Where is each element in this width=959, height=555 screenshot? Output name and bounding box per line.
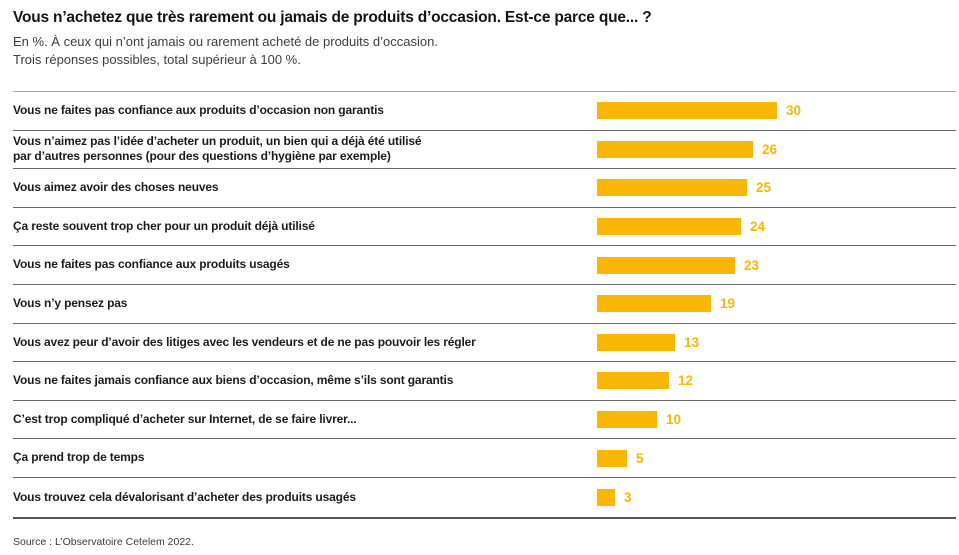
row-label: Vous avez peur d’avoir des litiges avec … xyxy=(13,334,476,349)
bar-value: 24 xyxy=(750,219,766,235)
bar-cell: 13 xyxy=(597,324,956,362)
chart-subtitle-line1: En %. À ceux qui n’ont jamais ou raremen… xyxy=(13,34,438,49)
chart-row: Vous ne faites pas confiance aux produit… xyxy=(13,92,956,131)
row-label: Ça reste souvent trop cher pour un produ… xyxy=(13,218,315,233)
bar-chart: Vous ne faites pas confiance aux produit… xyxy=(13,91,956,519)
bar xyxy=(597,140,753,158)
bar-cell: 26 xyxy=(597,131,956,169)
bar-cell: 24 xyxy=(597,208,956,246)
source-note: Source : L’Observatoire Cetelem 2022. xyxy=(13,535,194,548)
bar-cell: 12 xyxy=(597,362,956,400)
chart-row: Vous aimez avoir des choses neuves 25 xyxy=(13,169,956,208)
bar xyxy=(597,179,747,197)
bar-cell: 30 xyxy=(597,92,956,130)
chart-row: Vous trouvez cela dévalorisant d’acheter… xyxy=(13,478,956,517)
bar xyxy=(597,488,615,506)
chart-row: Vous avez peur d’avoir des litiges avec … xyxy=(13,324,956,363)
bar-value: 25 xyxy=(756,180,772,196)
bar xyxy=(597,333,675,351)
bar xyxy=(597,372,669,390)
bar-cell: 5 xyxy=(597,439,956,477)
row-label: Vous ne faites jamais confiance aux bien… xyxy=(13,373,454,388)
chart-footer: Source : L’Observatoire Cetelem 2022. xyxy=(0,519,959,550)
bar xyxy=(597,295,711,313)
chart-header: Vous n’achetez que très rarement ou jama… xyxy=(0,8,959,68)
chart-title: Vous n’achetez que très rarement ou jama… xyxy=(13,9,652,26)
bar xyxy=(597,102,777,120)
chart-subtitle-line2: Trois réponses possibles, total supérieu… xyxy=(13,51,301,67)
bar-cell: 10 xyxy=(597,401,956,439)
bar-cell: 25 xyxy=(597,169,956,207)
chart-row: Ça prend trop de temps 5 xyxy=(13,439,956,478)
row-label: Vous ne faites pas confiance aux produit… xyxy=(13,103,384,118)
row-label: Vous ne faites pas confiance aux produit… xyxy=(13,257,290,272)
bar-cell: 19 xyxy=(597,285,956,323)
bar-value: 3 xyxy=(624,489,632,505)
bar-value: 23 xyxy=(744,257,760,273)
bar-value: 13 xyxy=(684,334,700,350)
bar-value: 10 xyxy=(666,412,682,428)
chart-row: Vous n’aimez pas l’idée d’acheter un pro… xyxy=(13,131,956,170)
bar xyxy=(597,411,657,429)
bar-cell: 23 xyxy=(597,246,956,284)
bar xyxy=(597,218,741,236)
chart-row: Vous n’y pensez pas 19 xyxy=(13,285,956,324)
bar-value: 30 xyxy=(786,103,802,119)
row-label: Ça prend trop de temps xyxy=(13,450,145,465)
bar-value: 26 xyxy=(762,141,778,157)
bar-value: 12 xyxy=(678,373,694,389)
row-label: Vous n’y pensez pas xyxy=(13,296,128,311)
bar xyxy=(597,449,627,467)
chart-row: Ça reste souvent trop cher pour un produ… xyxy=(13,208,956,247)
bar-value: 5 xyxy=(636,450,644,466)
bar xyxy=(597,256,735,274)
row-label: Vous n’aimez pas l’idée d’acheter un pro… xyxy=(13,134,422,164)
bar-cell: 3 xyxy=(597,478,956,517)
row-label: C’est trop compliqué d’acheter sur Inter… xyxy=(13,411,357,426)
chart-row: C’est trop compliqué d’acheter sur Inter… xyxy=(13,401,956,440)
chart-row: Vous ne faites jamais confiance aux bien… xyxy=(13,362,956,401)
chart-row: Vous ne faites pas confiance aux produit… xyxy=(13,246,956,285)
row-label: Vous trouvez cela dévalorisant d’acheter… xyxy=(13,489,356,504)
row-label: Vous aimez avoir des choses neuves xyxy=(13,180,219,195)
bar-value: 19 xyxy=(720,296,736,312)
